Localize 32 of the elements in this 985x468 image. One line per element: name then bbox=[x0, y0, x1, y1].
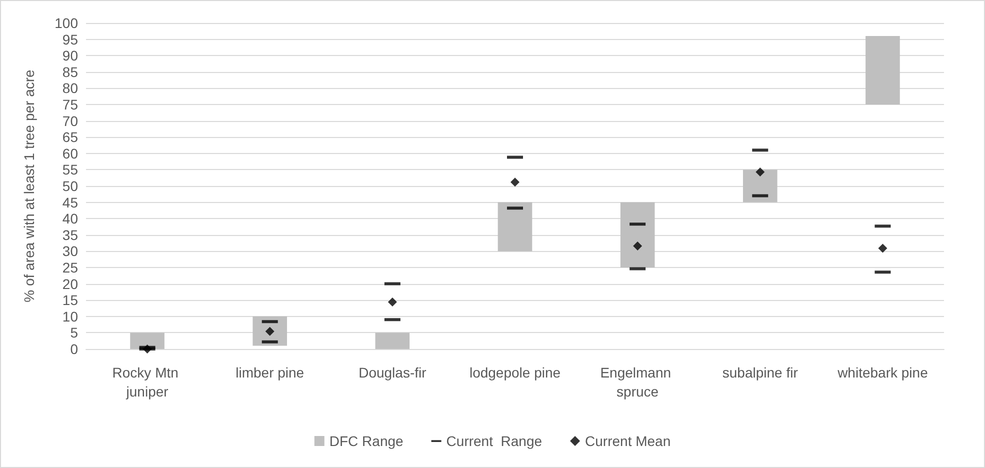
legend-label: Current Mean bbox=[585, 433, 671, 449]
y-tick-label: 85 bbox=[62, 64, 78, 80]
y-tick-label: 10 bbox=[62, 308, 78, 324]
y-tick-label: 95 bbox=[62, 31, 78, 48]
x-tick-label: subalpine fir bbox=[722, 364, 798, 380]
x-tick-label: Douglas-fir bbox=[358, 364, 427, 380]
y-tick-label: 80 bbox=[62, 80, 78, 96]
y-tick-label: 0 bbox=[70, 341, 78, 357]
y-tick-label: 15 bbox=[62, 292, 78, 308]
y-tick-label: 70 bbox=[62, 112, 78, 129]
y-tick-label: 100 bbox=[54, 15, 78, 31]
y-tick-label: 55 bbox=[62, 162, 78, 178]
y-tick-label: 20 bbox=[62, 276, 78, 292]
legend-label: Current Range bbox=[446, 433, 542, 449]
x-tick-label: lodgepole pine bbox=[469, 364, 561, 380]
y-tick-label: 45 bbox=[62, 194, 78, 210]
y-tick-label: 40 bbox=[62, 210, 78, 227]
y-tick-label: 50 bbox=[62, 178, 78, 194]
x-tick-label: Rocky Mtn juniper bbox=[112, 364, 182, 400]
x-tick-label: whitebark pine bbox=[836, 364, 928, 380]
x-tick-label: Engelmann spruce bbox=[600, 364, 675, 400]
y-tick-label: 90 bbox=[62, 48, 78, 64]
y-tick-label: 5 bbox=[70, 324, 78, 341]
legend-label: DFC Range bbox=[329, 433, 404, 449]
x-tick-label: limber pine bbox=[236, 364, 304, 380]
y-tick-label: 25 bbox=[62, 260, 78, 276]
y-tick-label: 75 bbox=[62, 96, 78, 112]
y-tick-label: 65 bbox=[62, 129, 78, 146]
y-axis-title: % of area with at least 1 tree per acre bbox=[21, 69, 37, 302]
y-tick-label: 60 bbox=[62, 145, 78, 162]
y-tick-label: 35 bbox=[62, 226, 78, 243]
y-tick-label: 30 bbox=[62, 243, 78, 260]
